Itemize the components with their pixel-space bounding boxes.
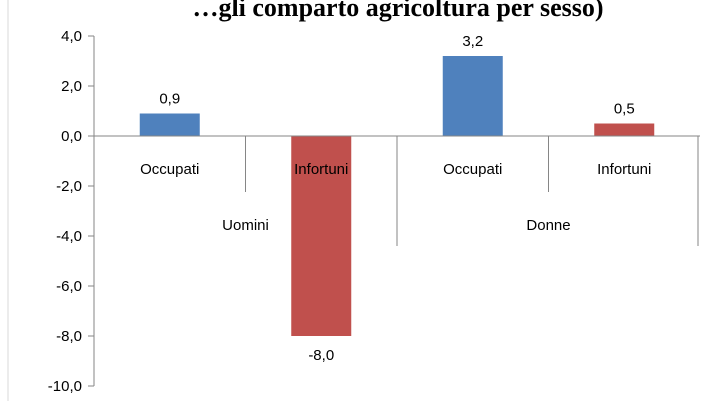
data-label-donne-infortuni: 0,5 (614, 101, 635, 118)
bars (139, 56, 655, 336)
x-category-label: Infortuni (597, 161, 651, 178)
y-axis: 4,0 2,0 0,0 -2,0 -4,0 -6,0 -8,0 -10,0 (48, 28, 95, 395)
x-category-label: Infortuni (294, 161, 348, 178)
y-tick-label: -8,0 (56, 328, 82, 345)
data-label-donne-occupati: 3,2 (462, 33, 483, 50)
y-tick-label: -2,0 (56, 178, 82, 195)
y-tick-label: 2,0 (61, 78, 82, 95)
y-tick-label: -10,0 (48, 378, 82, 395)
x-group-label: Uomini (222, 217, 269, 234)
bar-donne-occupati (442, 56, 503, 136)
x-group-label: Donne (526, 217, 570, 234)
x-axis: Occupati Infortuni Uomini Occupati Infortuni… (94, 135, 700, 246)
x-category-label: Occupati (443, 161, 502, 178)
bar-uomini-infortuni (291, 136, 352, 336)
y-tick-label: -4,0 (56, 228, 82, 245)
data-labels: 0,9 -8,0 3,2 0,5 (159, 33, 634, 364)
y-tick-label: -6,0 (56, 278, 82, 295)
y-tick-label: 0,0 (61, 128, 82, 145)
y-tick-label: 4,0 (61, 28, 82, 45)
bar-donne-infortuni (594, 123, 655, 136)
chart-title: …gli comparto agricoltura per sesso) (192, 0, 603, 22)
data-label-uomini-occupati: 0,9 (159, 91, 180, 108)
data-label-uomini-infortuni: -8,0 (308, 347, 334, 364)
x-category-label: Occupati (140, 161, 199, 178)
bar-uomini-occupati (139, 113, 200, 136)
